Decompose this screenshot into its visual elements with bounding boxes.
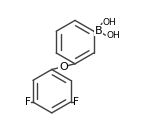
Text: B: B	[94, 26, 102, 36]
Text: F: F	[25, 97, 31, 107]
Text: OH: OH	[103, 18, 117, 27]
Text: OH: OH	[107, 31, 121, 40]
Text: O: O	[59, 62, 68, 72]
Text: F: F	[73, 97, 79, 107]
